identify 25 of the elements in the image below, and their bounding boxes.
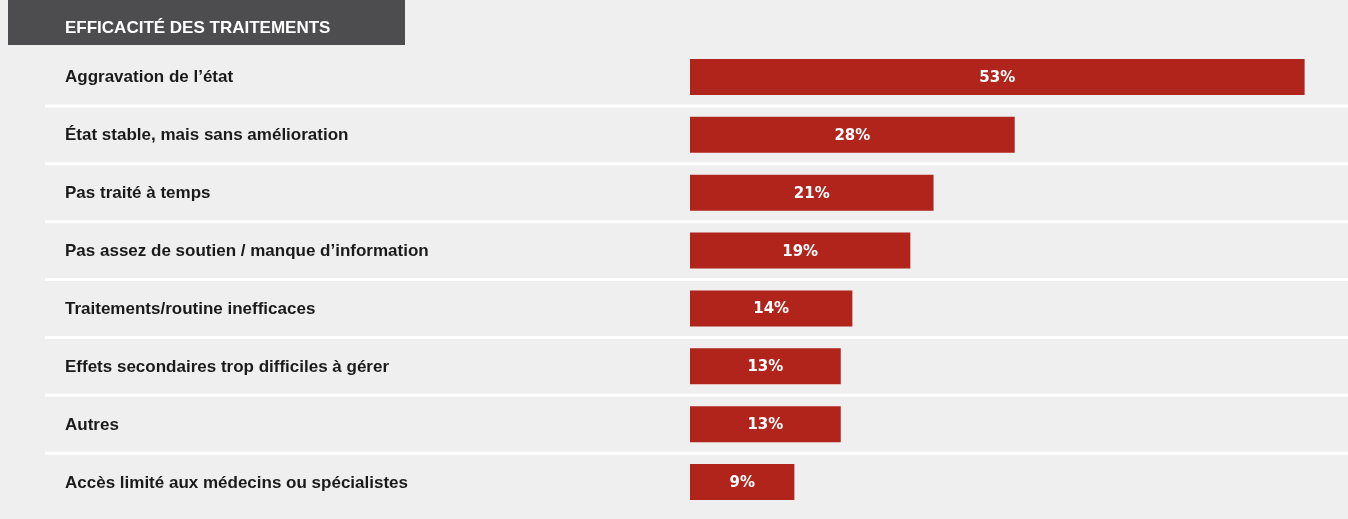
bar xyxy=(690,116,1015,153)
y-tick-label: Pas traité à temps xyxy=(65,183,211,202)
data-label: 53% xyxy=(979,67,1016,86)
data-label: 21% xyxy=(793,183,830,202)
data-label: 9% xyxy=(729,473,755,492)
data-label: 19% xyxy=(782,241,819,260)
y-tick-label: Pas assez de soutien / manque d’information xyxy=(65,241,429,260)
bar xyxy=(690,406,841,443)
data-label: 28% xyxy=(834,125,871,144)
text: EFFICACITÉ DES TRAITEMENTS xyxy=(65,18,331,37)
bar xyxy=(690,59,1305,95)
bar xyxy=(690,464,795,500)
y-tick-label: État stable, mais sans amélioration xyxy=(65,125,349,144)
data-label: 13% xyxy=(747,415,784,434)
bar xyxy=(690,174,934,211)
data-label: 13% xyxy=(747,357,784,376)
y-tick-label: Autres xyxy=(65,415,119,434)
data-label: 14% xyxy=(753,299,790,318)
y-tick-label: Aggravation de l’état xyxy=(65,67,234,86)
bar xyxy=(690,232,911,269)
bar xyxy=(690,290,853,327)
y-tick-label: Traitements/routine inefficaces xyxy=(65,299,316,318)
y-tick-label: Accès limité aux médecins ou spécialistes xyxy=(65,473,408,492)
bar xyxy=(690,348,841,385)
y-tick-label: Effets secondaires trop difficiles à gérer xyxy=(65,357,390,376)
